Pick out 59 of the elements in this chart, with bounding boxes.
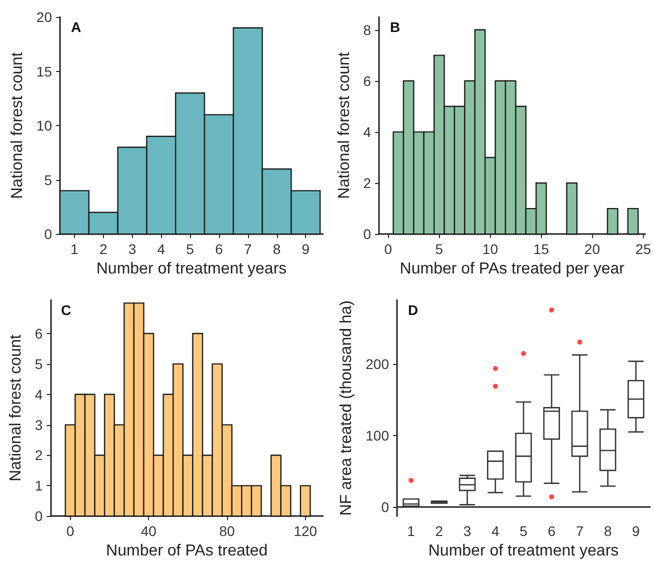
y-tick-label: 0 bbox=[34, 508, 43, 524]
x-tick-label: 20 bbox=[584, 241, 600, 258]
x-tick-label: 6 bbox=[215, 241, 224, 258]
y-tick-label: 4 bbox=[363, 124, 372, 140]
x-tick-label: 5 bbox=[435, 241, 444, 258]
x-tick-label: 25 bbox=[635, 241, 652, 258]
y-tick-label: 10 bbox=[36, 118, 52, 134]
x-axis-title: Number of PAs treated per year bbox=[400, 260, 626, 278]
x-tick-label: 2 bbox=[99, 241, 108, 258]
x-tick-label: 7 bbox=[576, 523, 584, 540]
x-tick-label: 4 bbox=[491, 523, 500, 540]
y-tick-label: 4 bbox=[34, 386, 43, 402]
x-axis-title: Number of PAs treated bbox=[106, 542, 268, 560]
y-tick-label: 6 bbox=[363, 72, 372, 89]
chart-title: D bbox=[408, 302, 418, 318]
y-tick-label: 5 bbox=[44, 172, 52, 188]
y-tick-label: 2 bbox=[363, 175, 372, 192]
chart-title: A bbox=[71, 19, 82, 35]
y-tick-label: 200 bbox=[366, 356, 390, 372]
x-axis-title: Number of treatment years bbox=[96, 260, 287, 278]
x-tick-label: 7 bbox=[244, 241, 252, 258]
x-tick-label: 8 bbox=[272, 241, 281, 258]
y-axis-title: NF area treated (thousand ha) bbox=[338, 300, 356, 516]
y-axis-title: National forest count bbox=[336, 52, 353, 199]
x-tick-label: 6 bbox=[548, 523, 556, 540]
y-tick-label: 3 bbox=[34, 416, 43, 433]
y-tick-label: 15 bbox=[36, 63, 52, 80]
x-tick-label: 3 bbox=[128, 241, 136, 258]
x-tick-label: 1 bbox=[70, 241, 79, 258]
y-tick-label: 100 bbox=[366, 428, 390, 444]
x-tick-label: 3 bbox=[463, 523, 472, 540]
x-tick-label: 10 bbox=[482, 241, 498, 258]
y-tick-label: 20 bbox=[36, 9, 52, 25]
x-tick-label: 4 bbox=[157, 241, 166, 258]
y-tick-label: 0 bbox=[44, 226, 52, 242]
y-tick-label: 0 bbox=[363, 226, 372, 242]
x-axis-title: Number of treatment years bbox=[428, 542, 619, 560]
x-tick-label: 1 bbox=[407, 523, 416, 540]
x-tick-label: 9 bbox=[302, 241, 310, 258]
x-tick-label: 0 bbox=[66, 523, 74, 540]
y-tick-label: 8 bbox=[363, 22, 372, 38]
y-tick-label: 1 bbox=[34, 478, 43, 494]
x-tick-label: 8 bbox=[604, 523, 612, 540]
y-tick-label: 5 bbox=[34, 356, 43, 372]
x-tick-label: 5 bbox=[186, 241, 194, 258]
x-tick-label: 40 bbox=[140, 523, 157, 540]
x-tick-label: 15 bbox=[533, 241, 550, 258]
y-axis-title: National forest count bbox=[8, 334, 24, 482]
y-tick-label: 0 bbox=[381, 498, 390, 515]
y-tick-label: 6 bbox=[34, 325, 43, 342]
x-tick-label: 120 bbox=[294, 523, 318, 540]
chart-title: B bbox=[390, 19, 400, 35]
chart-title: C bbox=[61, 302, 72, 318]
x-tick-label: 5 bbox=[520, 523, 528, 540]
y-tick-label: 2 bbox=[34, 447, 43, 464]
x-tick-label: 80 bbox=[219, 523, 235, 540]
x-tick-label: 9 bbox=[632, 523, 640, 540]
y-axis-title: National forest count bbox=[9, 52, 26, 199]
x-tick-label: 2 bbox=[435, 523, 444, 540]
